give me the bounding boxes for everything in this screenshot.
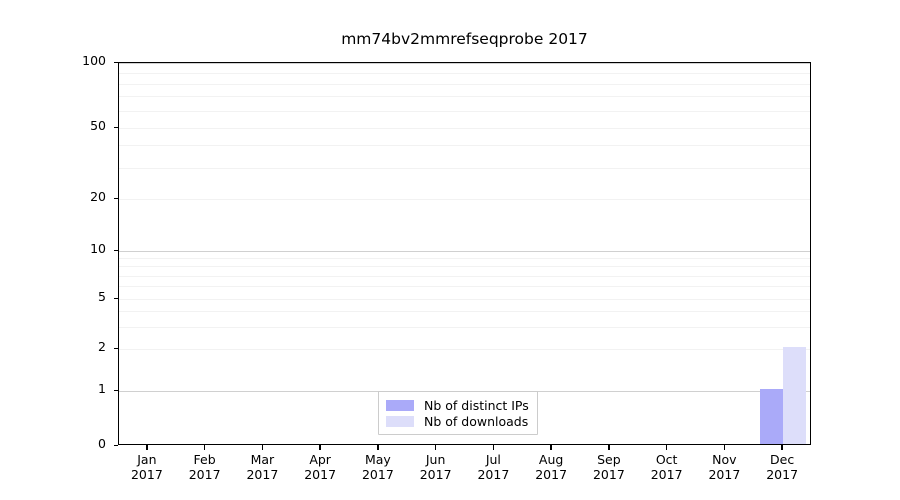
x-tick-label-month: Sep (597, 452, 621, 467)
gridline (119, 63, 810, 64)
y-tick-label: 20 (90, 189, 106, 204)
x-tick-label-month: Feb (193, 452, 216, 467)
x-tick-label-year: 2017 (188, 467, 221, 482)
y-tick-mark (113, 390, 118, 392)
x-tick-label-year: 2017 (592, 467, 625, 482)
y-tick-label: 5 (98, 289, 106, 304)
y-tick-mark (113, 198, 118, 200)
x-axis: Jan 2017 Feb 2017 Mar 2017 Apr 2017 May 2017 Jun 20… (118, 445, 811, 500)
y-tick-label: 50 (90, 118, 106, 133)
legend-swatch-icon (386, 415, 414, 427)
x-tick-label-year: 2017 (535, 467, 568, 482)
x-tick-mark (492, 445, 495, 450)
y-tick-mark (113, 298, 118, 300)
x-tick-label-month: Jul (485, 452, 501, 467)
x-tick-mark (781, 445, 783, 450)
gridline (119, 251, 810, 252)
chart-title: mm74bv2mmrefseqprobe 2017 (341, 30, 588, 48)
x-tick-label: Sep 2017 (569, 452, 649, 482)
gridline (119, 199, 810, 200)
x-tick-label-month: Jan (137, 452, 157, 467)
gridline (119, 276, 810, 277)
x-tick-label: Mar 2017 (222, 452, 302, 482)
x-tick-label-year: 2017 (419, 467, 452, 482)
bar-dec-2017-downloads (783, 347, 807, 444)
x-tick-mark (146, 445, 148, 450)
x-tick-label-month: Mar (250, 452, 275, 467)
gridline (119, 327, 810, 328)
legend-item-label: Nb of distinct IPs (424, 397, 529, 413)
x-tick-label: Aug 2017 (511, 452, 591, 482)
x-tick-label: Jan 2017 (107, 452, 187, 482)
gridlines (119, 63, 810, 444)
gridline (119, 168, 810, 169)
gridline (119, 286, 810, 287)
x-tick-label-month: Jun (425, 452, 446, 467)
x-tick-mark (550, 445, 552, 450)
gridline (119, 96, 810, 97)
gridline (119, 311, 810, 312)
gridline (119, 128, 810, 129)
x-tick-label-month: Oct (655, 452, 678, 467)
bar-dec-2017-distinct-ips (760, 389, 784, 444)
y-tick-label: 0 (98, 436, 106, 451)
x-tick-label-month: Apr (309, 452, 331, 467)
y-axis: 0 1 2 5 10 20 50 100 (0, 53, 118, 451)
x-tick-mark (665, 445, 668, 450)
chart-legend: Nb of distinct IPs Nb of downloads (378, 391, 538, 435)
x-tick-label: Jul 2017 (453, 452, 533, 482)
x-tick-label: Jun 2017 (396, 452, 476, 482)
x-tick-mark (723, 445, 726, 450)
y-tick-mark (113, 348, 118, 350)
gridline (119, 145, 810, 146)
y-tick-label: 2 (98, 339, 106, 354)
legend-swatch-icon (386, 399, 414, 411)
legend-item-distinct-ips[interactable]: Nb of distinct IPs (386, 397, 529, 413)
y-tick-mark (113, 62, 118, 64)
x-tick-label-month: Dec (770, 452, 795, 467)
y-tick-label: 100 (82, 53, 106, 68)
x-tick-mark (377, 445, 379, 450)
x-tick-label-year: 2017 (708, 467, 741, 482)
y-tick-mark (113, 127, 118, 129)
x-tick-label-year: 2017 (304, 467, 337, 482)
y-tick-label: 1 (98, 381, 106, 396)
gridline (119, 84, 810, 85)
x-tick-label: Feb 2017 (165, 452, 245, 482)
x-tick-label: Dec 2017 (742, 452, 822, 482)
x-tick-label: Nov 2017 (684, 452, 764, 482)
y-tick-mark (113, 250, 118, 252)
gridline (119, 258, 810, 259)
plot-area (118, 62, 811, 445)
x-tick-mark (319, 445, 321, 450)
x-tick-label-year: 2017 (246, 467, 279, 482)
gridline (119, 111, 810, 112)
x-tick-label-month: Aug (538, 452, 564, 467)
x-tick-mark (434, 445, 437, 450)
x-tick-mark (261, 445, 264, 450)
x-tick-label-year: 2017 (650, 467, 683, 482)
y-tick-label: 10 (90, 241, 106, 256)
x-tick-label-year: 2017 (477, 467, 510, 482)
x-tick-label: May 2017 (338, 452, 418, 482)
y-tick-mark (113, 445, 118, 447)
gridline (119, 349, 810, 350)
legend-item-label: Nb of downloads (424, 413, 529, 429)
x-tick-label-year: 2017 (766, 467, 799, 482)
gridline (119, 73, 810, 74)
legend-item-downloads[interactable]: Nb of downloads (386, 413, 529, 429)
x-tick-label-month: May (364, 452, 391, 467)
gridline (119, 299, 810, 300)
x-tick-label-month: Nov (712, 452, 737, 467)
x-tick-label-year: 2017 (361, 467, 394, 482)
gridline (119, 266, 810, 267)
x-tick-label-year: 2017 (130, 467, 163, 482)
x-tick-label: Oct 2017 (627, 452, 707, 482)
x-tick-label: Apr 2017 (280, 452, 360, 482)
x-tick-mark (203, 445, 206, 450)
x-tick-mark (608, 445, 610, 450)
bars-layer (119, 63, 810, 444)
